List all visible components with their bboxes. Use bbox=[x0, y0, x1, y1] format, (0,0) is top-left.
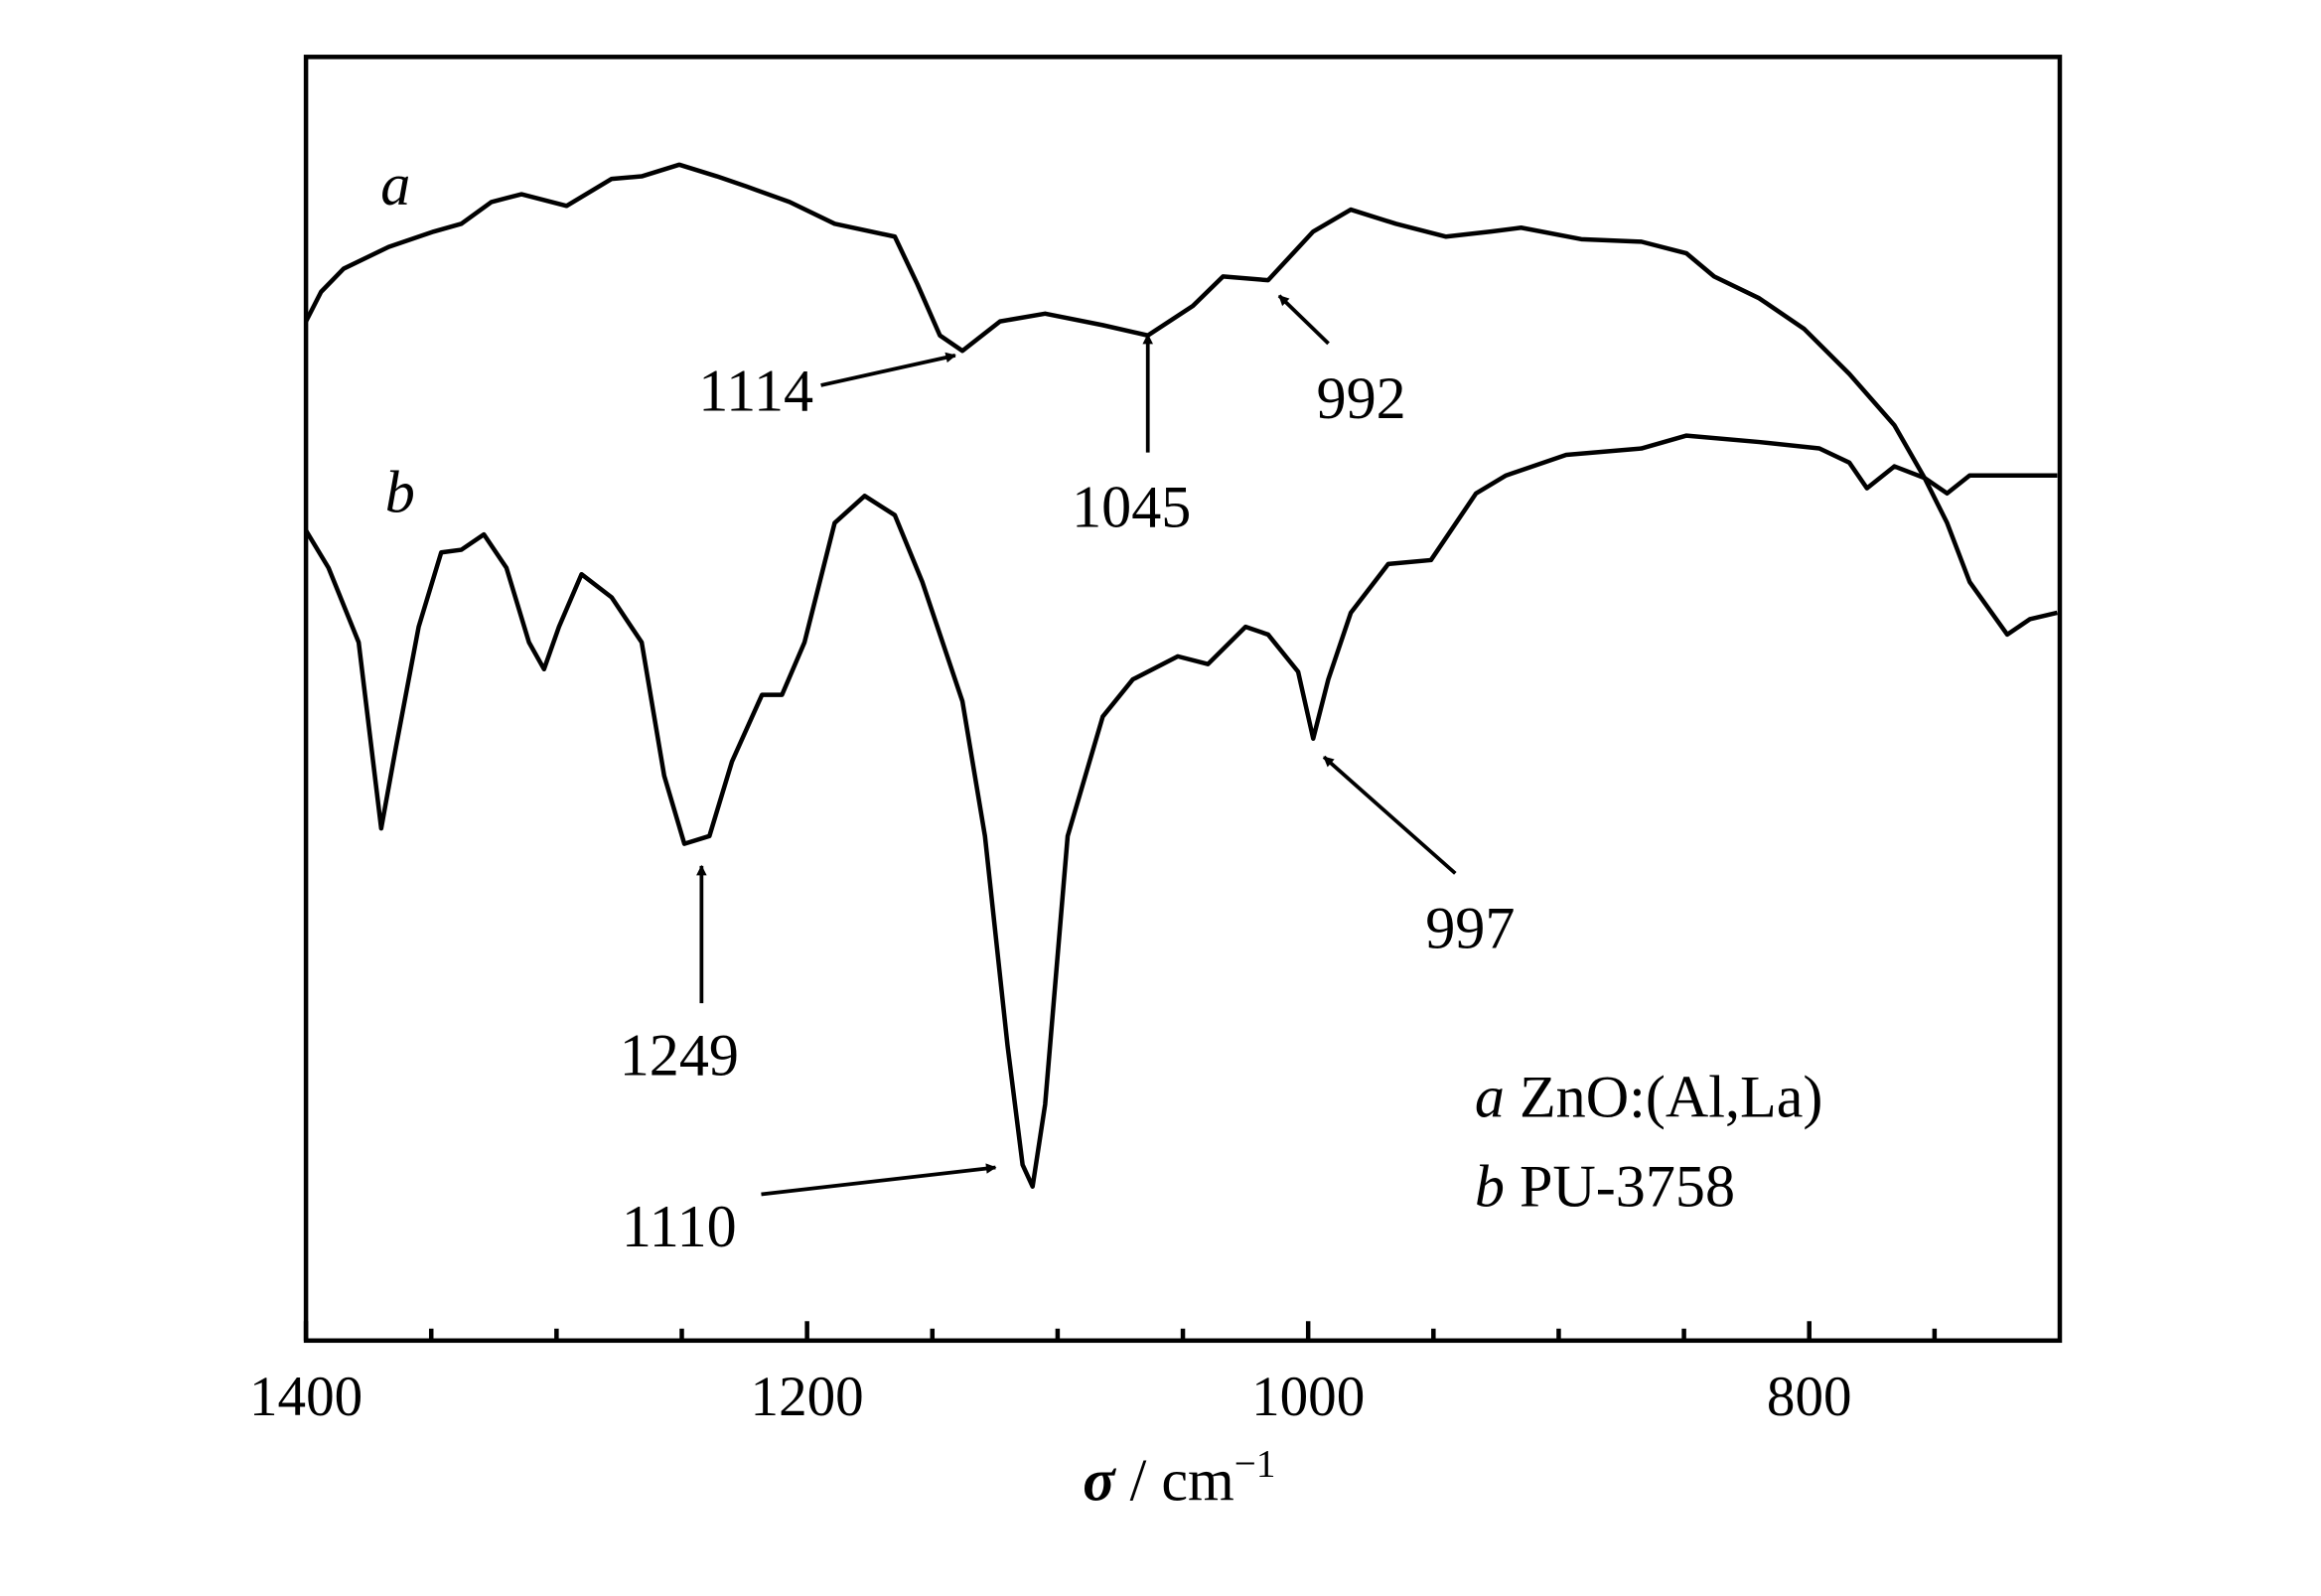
curve-label: b bbox=[385, 460, 415, 526]
legend-entry: a ZnO:(Al,La) bbox=[1475, 1064, 1823, 1130]
x-label-unit: / cm bbox=[1130, 1448, 1234, 1515]
x-tick-label: 800 bbox=[1767, 1366, 1852, 1428]
x-label-exponent: −1 bbox=[1234, 1443, 1276, 1486]
annotation-arrows bbox=[696, 294, 1457, 1197]
arrow bbox=[761, 1163, 997, 1197]
x-tick-label: 1200 bbox=[751, 1366, 864, 1428]
annotation: 997 bbox=[1425, 896, 1515, 962]
x-label-symbol: σ bbox=[1083, 1448, 1116, 1515]
plot-area bbox=[304, 162, 2058, 1189]
curve-label: a bbox=[380, 152, 410, 218]
arrow bbox=[820, 352, 956, 387]
arrow bbox=[1277, 294, 1330, 346]
spectrum-line bbox=[304, 433, 2058, 1189]
annotation: 1249 bbox=[620, 1022, 739, 1088]
annotation: 1114 bbox=[698, 358, 813, 424]
legend-entry: b PU-3758 bbox=[1475, 1154, 1735, 1221]
x-tick-label: 1400 bbox=[249, 1366, 363, 1428]
x-axis-label: σ / cm−1 bbox=[1083, 1443, 1275, 1515]
legend-name: PU-3758 bbox=[1520, 1154, 1735, 1221]
legend-label: a bbox=[1475, 1064, 1505, 1130]
arrow bbox=[1322, 755, 1457, 875]
plot-frame bbox=[303, 55, 2063, 1344]
legend-label: b bbox=[1475, 1154, 1505, 1221]
spectrum-line bbox=[304, 162, 2058, 638]
annotation: 1045 bbox=[1072, 475, 1191, 541]
legend-name: ZnO:(Al,La) bbox=[1520, 1064, 1822, 1130]
x-tick-label: 1000 bbox=[1251, 1366, 1365, 1428]
annotation: 992 bbox=[1317, 365, 1406, 432]
annotation: 1110 bbox=[622, 1194, 737, 1260]
